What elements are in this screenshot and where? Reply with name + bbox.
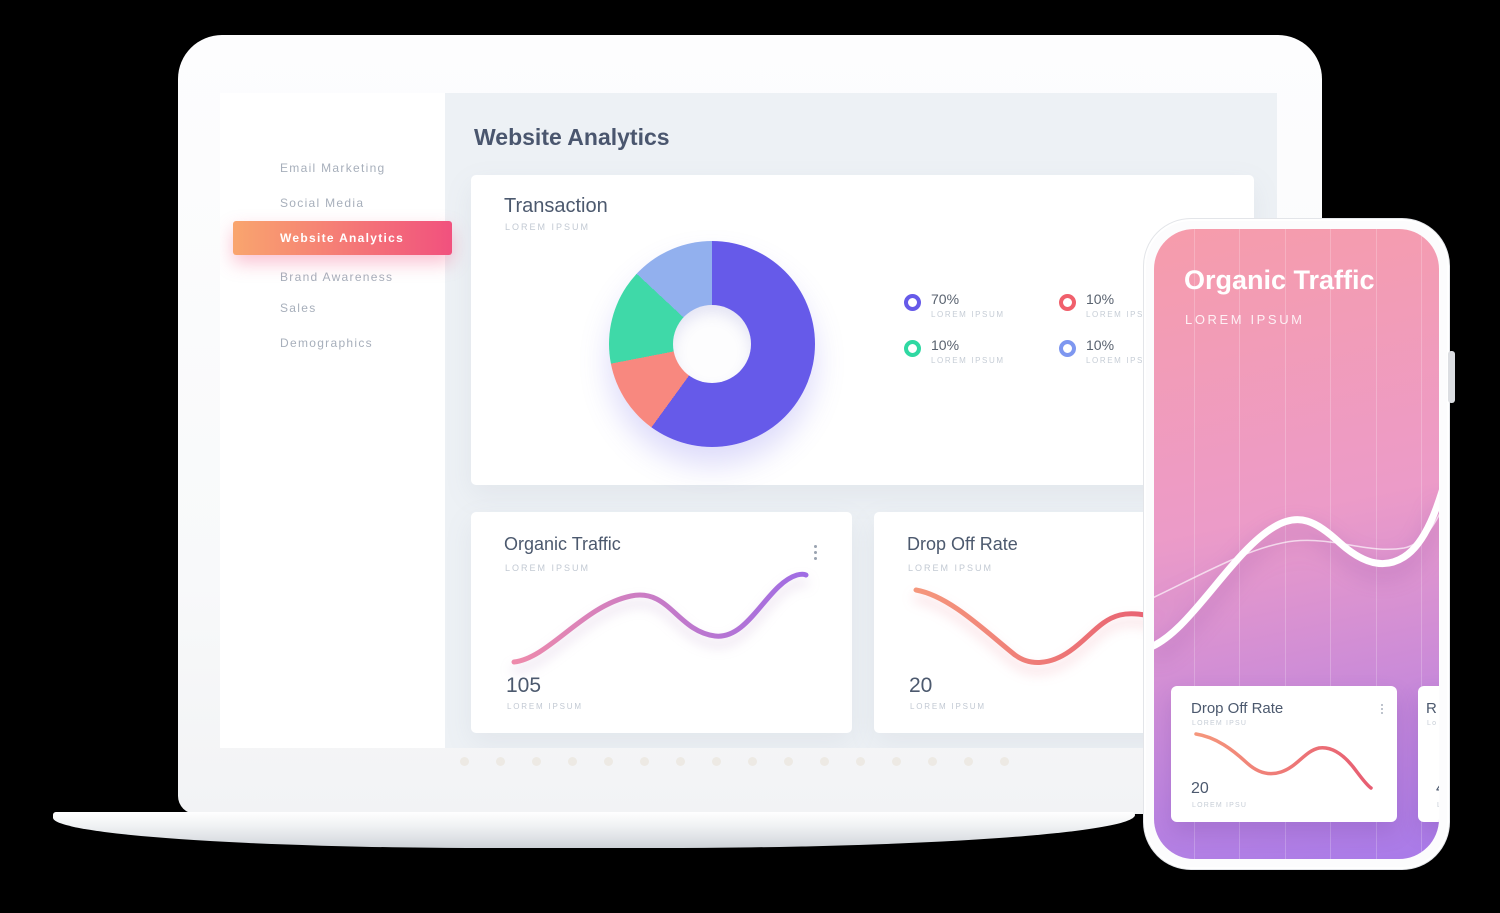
- organic-traffic-card: Organic Traffic LOREM IPSUM 105 LO: [471, 512, 852, 733]
- donut-chart: [609, 241, 815, 447]
- dropoff-value: 20: [909, 674, 933, 697]
- legend-value: 10%: [1086, 337, 1115, 353]
- transaction-card: Transaction LOREM IPSUM 70% LOREM IPSUM …: [471, 175, 1254, 485]
- legend-label: LOREM IPSUM: [931, 310, 1005, 319]
- main-content: Website Analytics Transaction LOREM IPSU…: [445, 93, 1277, 748]
- legend-value: 10%: [931, 337, 960, 353]
- transaction-card-title: Transaction: [504, 195, 608, 217]
- legend-label: LOREM IPSUM: [931, 356, 1005, 365]
- gridline: [1239, 229, 1240, 859]
- sidebar-item-sales[interactable]: Sales: [280, 301, 317, 315]
- legend-ring-green-icon: [904, 340, 921, 357]
- kebab-menu-icon[interactable]: [811, 542, 820, 563]
- phone-partial-card-value-label: LO: [1437, 802, 1439, 809]
- phone-card-subtitle: LOREM IPSU: [1192, 720, 1248, 727]
- laptop-frame: Email Marketing Social Media Website Ana…: [178, 35, 1322, 814]
- legend-label: LOREM IPSUM: [1086, 356, 1160, 365]
- phone-frame: Organic Traffic LOREM IPSUM Drop Off Rat…: [1143, 218, 1455, 870]
- organic-card-title: Organic Traffic: [504, 534, 621, 554]
- gridline: [1376, 229, 1377, 859]
- phone-card-value: 20: [1191, 780, 1209, 797]
- legend-ring-red-icon: [1059, 294, 1076, 311]
- phone-screen: Organic Traffic LOREM IPSUM Drop Off Rat…: [1154, 229, 1439, 859]
- phone-drop-off-card: Drop Off Rate LOREM IPSU 20 LOREM IPSU: [1171, 686, 1397, 822]
- sidebar-item-website-analytics[interactable]: Website Analytics: [233, 221, 452, 255]
- organic-value: 105: [506, 674, 542, 697]
- sidebar-item-email-marketing[interactable]: Email Marketing: [280, 161, 386, 175]
- gridline: [1194, 229, 1195, 859]
- legend-ring-purple-icon: [904, 294, 921, 311]
- organic-line-chart: [511, 571, 809, 665]
- kebab-menu-icon[interactable]: [1381, 704, 1383, 714]
- phone-line-chart: [1154, 489, 1439, 650]
- dropoff-card-title: Drop Off Rate: [907, 534, 1018, 554]
- sidebar: Email Marketing Social Media Website Ana…: [220, 93, 452, 748]
- sidebar-item-brand-awareness[interactable]: Brand Awareness: [280, 270, 394, 284]
- phone-card-value-label: LOREM IPSU: [1192, 802, 1248, 809]
- phone-partial-card-subtitle: Lo: [1427, 720, 1438, 727]
- phone-card-title: Drop Off Rate: [1191, 700, 1284, 717]
- legend-value: 70%: [931, 291, 960, 307]
- sidebar-item-demographics[interactable]: Demographics: [280, 336, 373, 350]
- laptop-base: [53, 812, 1135, 848]
- legend-label: LOREM IPSUM: [1086, 310, 1160, 319]
- phone-page-subtitle: LOREM IPSUM: [1185, 312, 1305, 327]
- dropoff-card-subtitle: LOREM IPSUM: [908, 563, 994, 573]
- dropoff-line-chart: [913, 587, 1175, 665]
- phone-partial-card-value: 4: [1436, 780, 1439, 798]
- gridline: [1330, 229, 1331, 859]
- legend-ring-blue-icon: [1059, 340, 1076, 357]
- legend-value: 10%: [1086, 291, 1115, 307]
- phone-dropoff-line-chart: [1194, 732, 1373, 790]
- laptop-screen: Email Marketing Social Media Website Ana…: [220, 93, 1277, 748]
- page-title: Website Analytics: [474, 124, 670, 150]
- phone-page-title: Organic Traffic: [1184, 265, 1375, 295]
- organic-card-subtitle: LOREM IPSUM: [505, 563, 591, 573]
- phone-partial-card: R Lo 4 LO: [1418, 686, 1439, 822]
- transaction-card-subtitle: LOREM IPSUM: [505, 222, 591, 232]
- phone-partial-card-title: R: [1426, 700, 1437, 717]
- gridline: [1285, 229, 1286, 859]
- phone-side-button: [1448, 351, 1455, 403]
- laptop-keyboard-hint: [460, 757, 1020, 766]
- dropoff-value-label: LOREM IPSUM: [910, 702, 986, 711]
- sidebar-item-social-media[interactable]: Social Media: [280, 196, 365, 210]
- organic-value-label: LOREM IPSUM: [507, 702, 583, 711]
